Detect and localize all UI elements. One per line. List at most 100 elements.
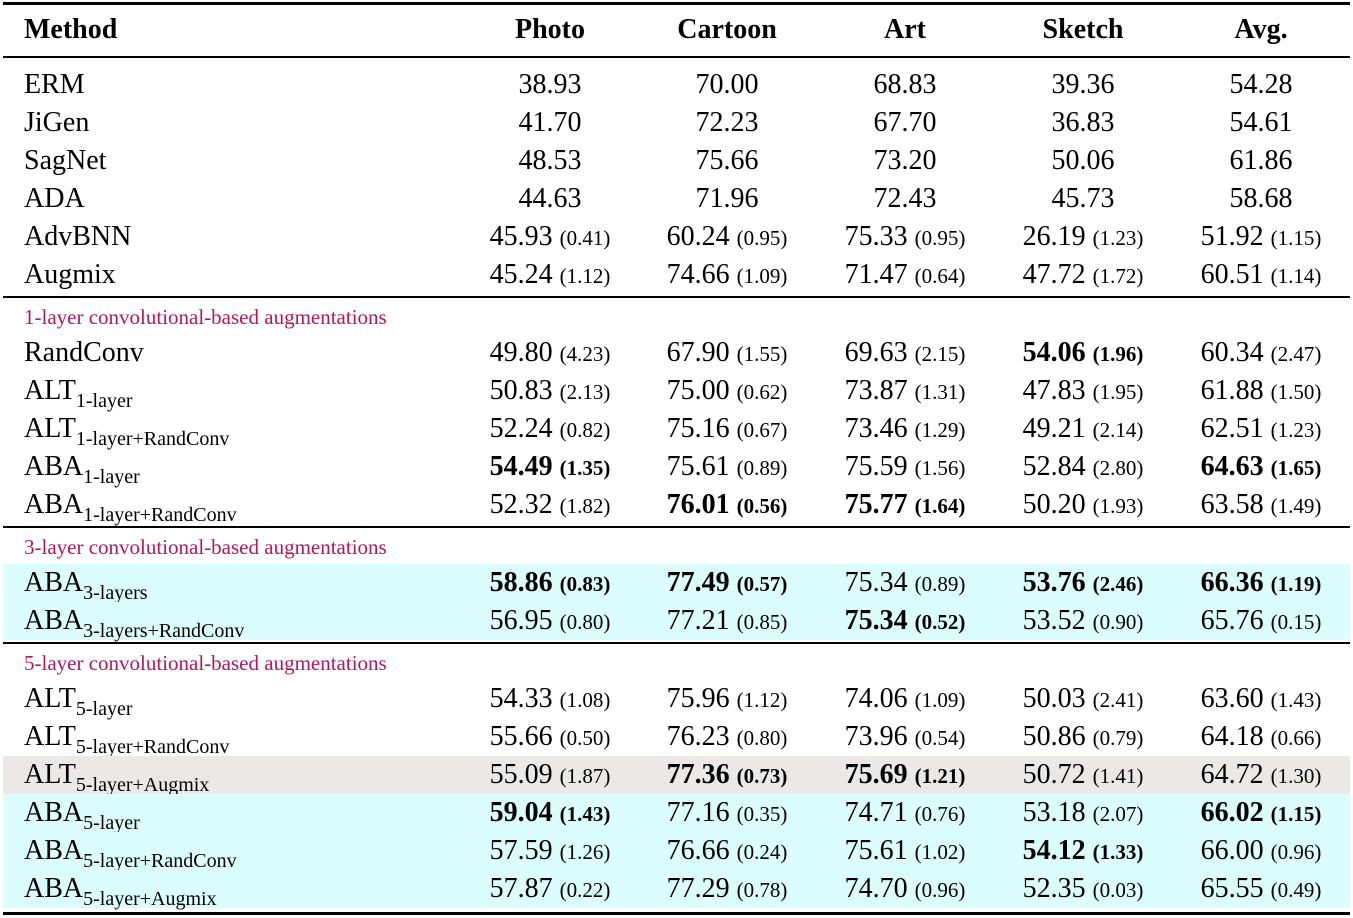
method-name: ERM (24, 66, 85, 104)
cell-value: 73.20 (873, 145, 937, 176)
cell-std: (1.08) (559, 688, 611, 712)
table-cell: 52.32 (1.82) (440, 486, 660, 528)
cell-std: (1.19) (1270, 572, 1322, 596)
cell-value: 53.18 (1022, 797, 1086, 828)
cell-std: (1.09) (914, 688, 966, 712)
rule-line (3, 1, 1350, 5)
cell-value: 50.06 (1051, 145, 1115, 176)
cell-value: 54.61 (1229, 107, 1293, 138)
cell-std: (0.82) (559, 418, 611, 442)
cell-std: (0.41) (559, 226, 611, 250)
method-name: ADA (24, 180, 85, 218)
cell-value: 74.06 (844, 683, 908, 714)
method-base: ALT (24, 375, 76, 406)
cell-std: (1.09) (736, 264, 788, 288)
cell-std: (1.12) (736, 688, 788, 712)
method-name: RandConv (24, 334, 144, 372)
cell-std: (0.78) (736, 878, 788, 902)
cell-std: (1.49) (1270, 494, 1322, 518)
cell-value: 54.49 (489, 451, 553, 482)
method-name: ABA5-layer+Augmix (24, 870, 217, 910)
method-name: ALT1-layer+RandConv (24, 410, 229, 450)
cell-std: (1.56) (914, 456, 966, 480)
cell-std: (2.41) (1092, 688, 1144, 712)
table-cell: 54.28 (1151, 66, 1353, 108)
cell-std: (0.73) (736, 764, 788, 788)
table-cell: 75.16 (0.67) (617, 410, 837, 452)
cell-std: (0.79) (1092, 726, 1144, 750)
method-subscript: 5-layer+RandConv (75, 736, 230, 758)
cell-std: (0.67) (736, 418, 788, 442)
table-cell: 51.92 (1.15) (1151, 218, 1353, 260)
cell-value: 60.24 (666, 221, 730, 252)
table-cell: 71.96 (617, 180, 837, 222)
table-cell: 60.24 (0.95) (617, 218, 837, 260)
cell-value: 62.51 (1200, 413, 1264, 444)
cell-std: (1.31) (914, 380, 966, 404)
cell-std: (1.02) (914, 840, 966, 864)
column-header: Method (24, 14, 118, 45)
cell-std: (2.13) (559, 380, 611, 404)
cell-std: (0.52) (914, 610, 966, 634)
table-cell: 54.61 (1151, 104, 1353, 146)
method-subscript: 5-layer+Augmix (75, 774, 210, 796)
cell-std: (1.65) (1270, 456, 1322, 480)
cell-std: (0.89) (736, 456, 788, 480)
table-cell: 57.59 (1.26) (440, 832, 660, 874)
table-cell: 61.86 (1151, 142, 1353, 184)
cell-value: 75.61 (666, 451, 730, 482)
table-cell: 36.83 (973, 104, 1193, 146)
table-cell: 75.69 (1.21) (795, 756, 1015, 798)
cell-std: (0.95) (914, 226, 966, 250)
cell-std: (0.66) (1270, 726, 1322, 750)
table-cell: 72.43 (795, 180, 1015, 222)
row-highlight (3, 870, 1350, 908)
method-base: ABA (24, 489, 84, 520)
cell-value: 77.21 (666, 605, 730, 636)
row-highlight (3, 794, 1350, 832)
cell-value: 74.70 (844, 873, 908, 904)
table-cell: 54.12 (1.33) (973, 832, 1193, 874)
table-cell: 61.88 (1.50) (1151, 372, 1353, 414)
table-cell: 66.00 (0.96) (1151, 832, 1353, 874)
cell-value: 75.00 (666, 375, 730, 406)
table-cell: 54.06 (1.96) (973, 334, 1193, 376)
cell-std: (1.96) (1092, 342, 1144, 366)
method-subscript: 1-layer (75, 390, 133, 412)
cell-value: 50.72 (1022, 759, 1086, 790)
table-cell: 58.68 (1151, 180, 1353, 222)
method-subscript: 5-layer (75, 698, 133, 720)
table-cell: 52.84 (2.80) (973, 448, 1193, 490)
method-name: ALT5-layer (24, 680, 133, 720)
cell-value: 66.02 (1200, 797, 1264, 828)
cell-std: (1.64) (914, 494, 966, 518)
section-heading: 3-layer convolutional-based augmentation… (24, 535, 387, 559)
table-cell: 47.83 (1.95) (973, 372, 1193, 414)
cell-value: 75.33 (844, 221, 908, 252)
cell-std: (0.56) (736, 494, 788, 518)
method-name: ABA3-layers+RandConv (24, 602, 244, 642)
section-heading: 5-layer convolutional-based augmentation… (24, 651, 387, 675)
cell-std: (0.64) (914, 264, 966, 288)
table-cell: 77.36 (0.73) (617, 756, 837, 798)
cell-std: (1.95) (1092, 380, 1144, 404)
table-cell: 73.87 (1.31) (795, 372, 1015, 414)
cell-std: (0.80) (736, 726, 788, 750)
table-cell: 67.70 (795, 104, 1015, 146)
table-cell: 64.63 (1.65) (1151, 448, 1353, 490)
table-cell: 67.90 (1.55) (617, 334, 837, 376)
cell-value: 65.55 (1200, 873, 1264, 904)
cell-value: 54.06 (1022, 337, 1086, 368)
table-cell: 74.70 (0.96) (795, 870, 1015, 912)
method-base: ABA (24, 567, 84, 598)
table-cell: 77.21 (0.85) (617, 602, 837, 644)
cell-std: (1.15) (1270, 802, 1322, 826)
cell-value: 55.09 (489, 759, 553, 790)
cell-value: 75.77 (844, 489, 908, 520)
cell-value: 60.34 (1200, 337, 1264, 368)
cell-value: 59.04 (489, 797, 553, 828)
column-header: Photo (515, 14, 585, 45)
method-base: SagNet (24, 145, 107, 176)
cell-value: 67.70 (873, 107, 937, 138)
cell-value: 63.58 (1200, 489, 1264, 520)
